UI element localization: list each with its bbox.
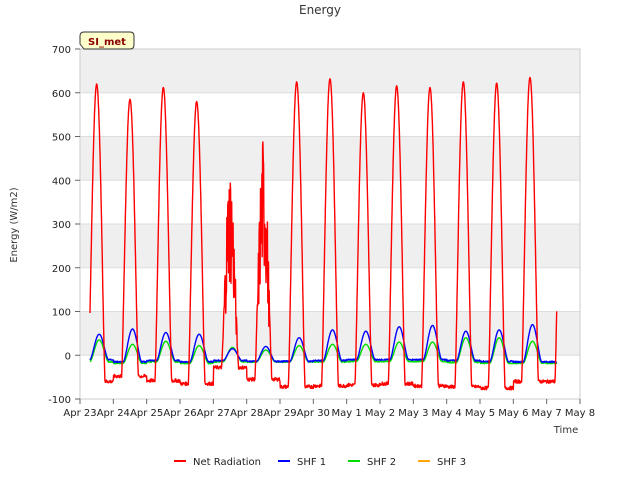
x-tick-label: Apr 29 — [263, 408, 296, 419]
x-tick-label: Apr 23 — [63, 408, 96, 419]
site-label: SI_met — [88, 37, 126, 48]
y-tick-label: 500 — [52, 133, 71, 144]
y-tick-label: 700 — [52, 45, 71, 56]
legend: Net Radiation SHF 1 SHF 2 SHF 3 — [174, 457, 466, 468]
legend-item-label: SHF 2 — [367, 457, 396, 468]
series-line-net-radiation — [89, 76, 558, 391]
x-tick-label: May 8 — [565, 408, 595, 419]
site-badge-box — [79, 31, 135, 50]
legend-item-label: Net Radiation — [193, 457, 261, 468]
y-tick-label: 0 — [65, 351, 71, 362]
x-tick-label: May 4 — [432, 408, 462, 419]
x-tick-label: May 3 — [398, 408, 428, 419]
x-tick-label: May 1 — [332, 408, 362, 419]
y-tick-label: 200 — [52, 264, 71, 275]
x-axis-ticks: Apr 23 Apr 24 Apr 25 Apr 26 Apr 27 Apr 28 Apr … — [63, 399, 595, 419]
x-tick-label: May 2 — [365, 408, 395, 419]
series-line-shf-1 — [89, 323, 558, 364]
x-tick-label: Apr 24 — [97, 408, 130, 419]
y-tick-label: -100 — [48, 395, 71, 406]
legend-item-label: SHF 3 — [437, 457, 466, 468]
y-tick-label: 600 — [52, 89, 71, 100]
x-axis-label: Time — [553, 425, 578, 436]
y-tick-label: 300 — [52, 220, 71, 231]
x-tick-label: Apr 28 — [230, 408, 263, 419]
x-tick-label: Apr 25 — [130, 408, 163, 419]
grid-band — [80, 224, 580, 268]
x-tick-label: Apr 30 — [297, 408, 330, 419]
x-tick-label: May 7 — [532, 408, 562, 419]
grid-band — [80, 49, 580, 93]
series-line-shf-2 — [89, 337, 558, 365]
y-axis-ticks: -100 0 100 200 300 400 500 600 700 — [48, 45, 80, 406]
x-tick-label: Apr 27 — [197, 408, 230, 419]
x-tick-label: May 5 — [465, 408, 495, 419]
legend-item-label: SHF 1 — [297, 457, 326, 468]
x-tick-label: Apr 26 — [163, 408, 196, 419]
site-badge: SI_met — [79, 31, 135, 50]
grid-band — [80, 136, 580, 181]
y-axis-label: Energy (W/m2) — [9, 187, 20, 262]
y-tick-label: 400 — [52, 176, 71, 187]
y-tick-label: 100 — [52, 308, 71, 319]
x-tick-label: May 6 — [498, 408, 528, 419]
series-layer — [89, 76, 558, 391]
chart-title: Energy — [299, 3, 341, 17]
